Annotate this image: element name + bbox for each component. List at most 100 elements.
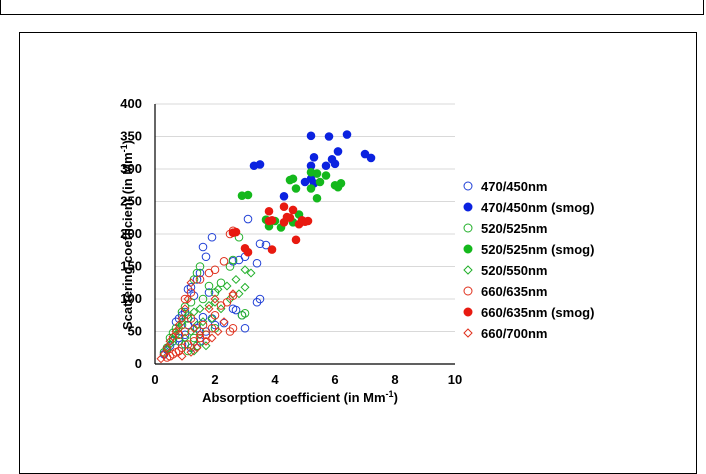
legend-marker [463,328,473,338]
series-7 [228,202,313,257]
data-point [231,274,241,285]
data-point [252,258,262,268]
x-axis-title: Absorption coefficient (in Mm-1) [202,389,398,405]
data-point [189,333,199,343]
series-8 [156,278,238,364]
data-point [201,341,211,351]
data-point [225,327,235,336]
data-point [321,171,331,180]
data-point [243,190,253,200]
y-tick-label: 200 [120,226,142,241]
data-point [198,317,208,327]
data-point [228,289,238,299]
data-point [306,131,316,141]
data-point [333,147,343,156]
legend-marker [463,286,473,296]
legend-marker [463,244,473,254]
data-point [228,323,238,333]
data-point [207,313,217,324]
legend-marker [463,223,473,233]
legend-marker [463,202,473,212]
x-tick-label: 4 [271,372,279,387]
data-point [180,304,190,314]
data-point [267,245,277,254]
legend-label: 520/550nm [481,263,548,278]
data-point [198,312,208,322]
data-point [279,202,289,211]
data-point [222,281,232,291]
data-point [219,317,229,327]
data-point [255,239,265,249]
y-tick-label: 250 [120,194,142,209]
data-point [252,297,262,307]
data-point [300,177,310,187]
data-point [234,289,244,299]
data-point [312,169,322,178]
data-point [201,252,211,262]
x-tick-label: 0 [151,372,158,387]
axes [154,104,455,365]
data-point [342,130,352,139]
data-point [237,310,247,320]
data-point [240,244,250,253]
y-tick-label: 50 [128,324,142,339]
legend-marker [463,265,473,275]
data-point [162,343,172,353]
data-point [231,305,241,315]
data-point [216,278,226,288]
data-point [267,216,277,225]
data-point [207,333,217,343]
data-point [198,242,208,252]
data-point [324,132,334,141]
data-point [330,159,340,169]
data-point [234,255,244,265]
data-point [285,213,295,223]
data-point [186,288,196,297]
data-point [168,328,178,338]
data-point [186,347,196,357]
data-point [288,205,298,215]
data-point [204,304,214,314]
data-point [207,323,217,333]
data-point [180,294,190,304]
data-point [210,294,220,304]
data-point [204,300,214,311]
data-point [195,275,205,284]
data-point [183,314,193,323]
data-point [240,265,250,275]
data-point [330,180,340,190]
data-point [156,354,166,364]
data-point [207,232,217,242]
data-point [219,257,229,266]
y-tick-label: 150 [120,259,142,274]
data-point [246,268,256,278]
data-point [291,184,301,193]
y-tick-label: 0 [135,356,142,371]
series-4 [237,167,346,232]
data-point [219,318,229,328]
data-point [264,206,274,216]
data-point [213,326,223,337]
data-point [216,304,226,314]
data-point [186,314,196,323]
y-tick-label: 300 [120,161,142,176]
data-point [192,343,202,353]
data-point [165,336,175,346]
y-tick-label: 350 [120,129,142,144]
data-point [360,149,370,159]
legend-label: 520/525nm (smog) [481,242,594,257]
data-point [210,310,220,320]
legend-label: 470/450nm [481,179,548,194]
data-point [261,240,271,250]
data-point [321,161,331,171]
data-point [213,284,223,294]
legend: 470/450nm 470/450nm (smog) 520/525nm 520/52… [463,179,594,341]
data-point [231,227,241,237]
data-point [183,310,193,320]
data-point [204,288,214,297]
data-point [291,235,301,245]
data-point [165,333,175,343]
data-point [306,184,316,193]
data-point [309,153,319,162]
data-point [300,217,310,226]
